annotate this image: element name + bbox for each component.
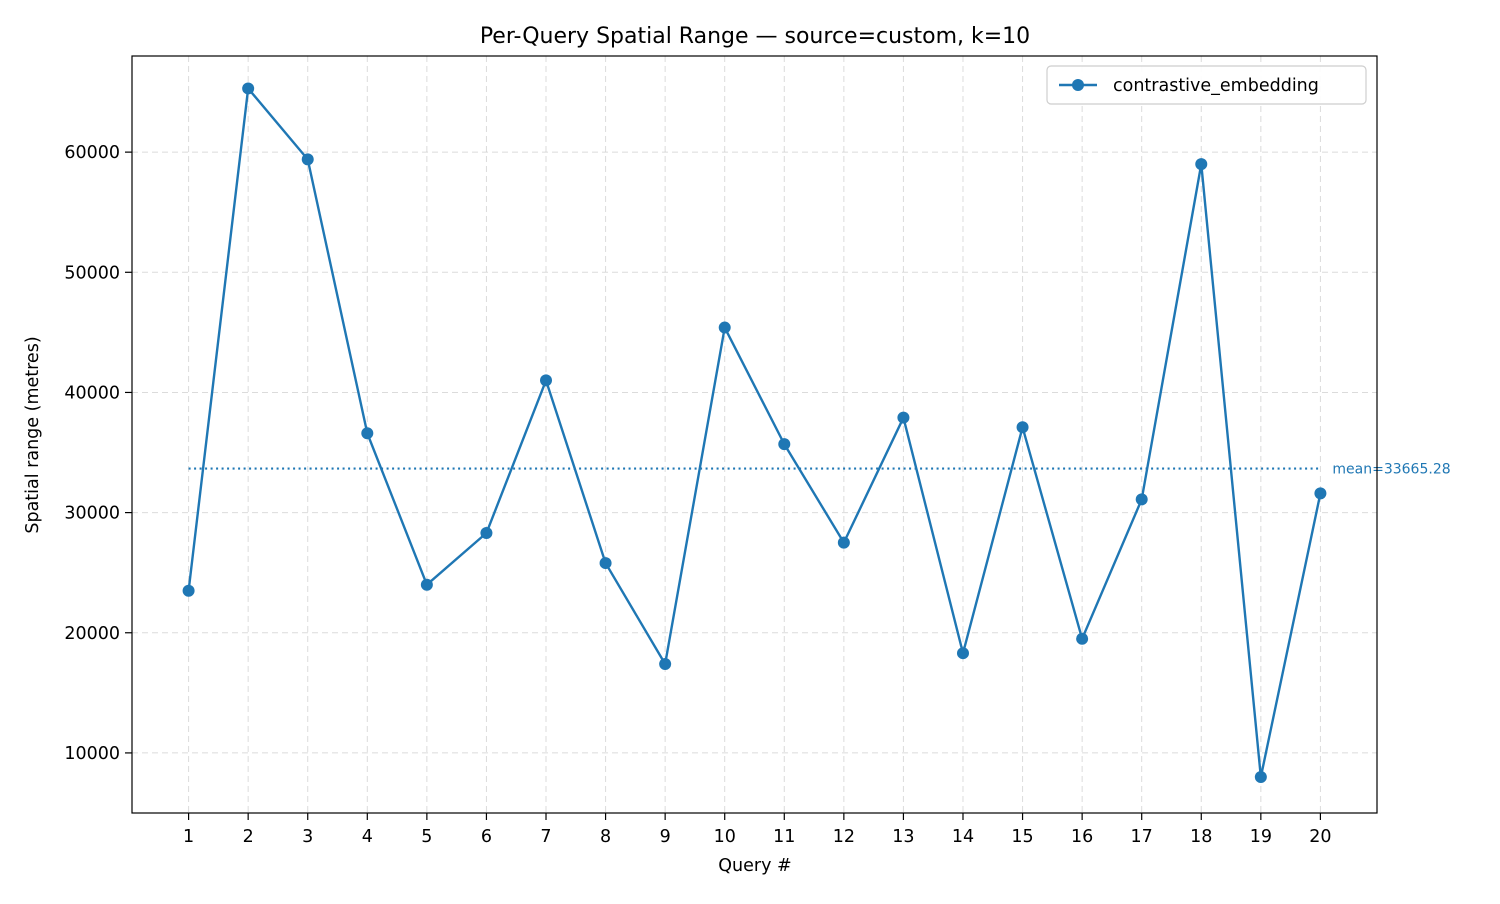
data-point <box>1254 770 1267 783</box>
x-tick-label: 13 <box>892 827 914 847</box>
y-tick-label: 10000 <box>64 744 120 764</box>
series-group <box>182 82 1327 783</box>
x-tick-label: 17 <box>1131 827 1153 847</box>
y-axis-label: Spatial range (metres) <box>23 336 43 533</box>
legend-label: contrastive_embedding <box>1113 76 1319 96</box>
data-point <box>718 321 731 334</box>
x-tick-label: 15 <box>1011 827 1033 847</box>
data-point <box>956 647 969 660</box>
data-point <box>897 411 910 424</box>
data-point <box>480 527 493 540</box>
x-tick-label: 1 <box>183 827 194 847</box>
legend-marker <box>1072 79 1084 91</box>
data-point <box>1195 158 1208 171</box>
data-point <box>301 153 314 166</box>
mean-label: mean=33665.28 <box>1332 462 1450 478</box>
x-tick-label: 20 <box>1309 827 1331 847</box>
data-point <box>837 536 850 549</box>
legend: contrastive_embedding <box>1046 65 1367 105</box>
x-tick-label: 3 <box>302 827 313 847</box>
series-line <box>187 87 1322 779</box>
x-tick-label: 6 <box>481 827 492 847</box>
x-tick-label: 8 <box>600 827 611 847</box>
y-tick-label: 40000 <box>64 383 120 403</box>
data-point <box>1135 493 1148 506</box>
data-point <box>659 658 672 671</box>
x-tick-label: 19 <box>1250 827 1272 847</box>
data-point <box>182 584 195 597</box>
data-point <box>1314 487 1327 500</box>
axis-ticks: 1 2 3 4 5 6 7 8 9 10 11 12 13 14 15 16 17 18 19 20100002000… <box>64 143 1331 847</box>
x-tick-label: 7 <box>540 827 551 847</box>
x-tick-label: 4 <box>362 827 373 847</box>
data-point <box>1076 632 1089 645</box>
grid <box>132 56 1377 813</box>
x-tick-label: 11 <box>773 827 795 847</box>
data-point <box>778 438 791 451</box>
x-tick-label: 2 <box>243 827 254 847</box>
x-tick-label: 18 <box>1190 827 1212 847</box>
x-axis-label: Query # <box>718 856 791 876</box>
data-point <box>540 374 553 387</box>
y-tick-label: 50000 <box>64 263 120 283</box>
x-tick-label: 16 <box>1071 827 1093 847</box>
data-point <box>1016 421 1029 434</box>
y-tick-label: 20000 <box>64 624 120 644</box>
y-tick-label: 60000 <box>64 143 120 163</box>
mean-line-group: mean=33665.28 <box>188 462 1451 478</box>
x-tick-label: 9 <box>660 827 671 847</box>
legend-box <box>1046 65 1367 105</box>
data-point <box>361 427 374 440</box>
x-tick-label: 10 <box>714 827 736 847</box>
x-tick-label: 14 <box>952 827 974 847</box>
data-point <box>420 578 433 591</box>
plot-frame <box>131 55 1378 814</box>
x-tick-label: 5 <box>421 827 432 847</box>
x-tick-label: 12 <box>833 827 855 847</box>
data-point <box>242 82 255 95</box>
chart-title: Per-Query Spatial Range — source=custom,… <box>480 24 1030 49</box>
data-point <box>599 557 612 570</box>
y-tick-label: 30000 <box>64 504 120 524</box>
